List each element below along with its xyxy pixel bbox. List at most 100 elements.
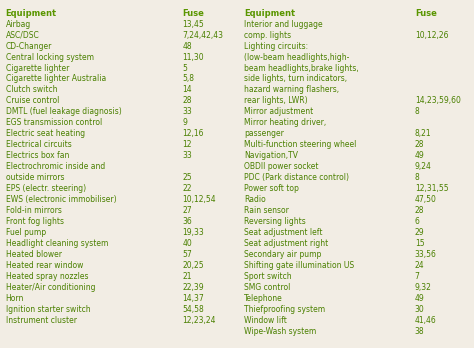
Text: 12: 12 bbox=[182, 140, 192, 149]
Text: 12,16: 12,16 bbox=[182, 129, 204, 138]
Text: 5,8: 5,8 bbox=[182, 74, 194, 84]
Text: Wipe-Wash system: Wipe-Wash system bbox=[244, 326, 316, 335]
Text: Equipment: Equipment bbox=[244, 9, 295, 18]
Text: Horn: Horn bbox=[6, 294, 24, 303]
Text: 57: 57 bbox=[182, 250, 192, 259]
Text: DMTL (fuel leakage diagnosis): DMTL (fuel leakage diagnosis) bbox=[6, 107, 121, 116]
Text: 33: 33 bbox=[182, 107, 192, 116]
Text: 8,21: 8,21 bbox=[415, 129, 431, 138]
Text: Seat adjustment right: Seat adjustment right bbox=[244, 239, 328, 248]
Text: Headlight cleaning system: Headlight cleaning system bbox=[6, 239, 108, 248]
Text: comp. lights: comp. lights bbox=[244, 31, 291, 40]
Text: beam headlights,brake lights,: beam headlights,brake lights, bbox=[244, 63, 359, 72]
Text: PDC (Park distance control): PDC (Park distance control) bbox=[244, 173, 349, 182]
Text: Seat adjustment left: Seat adjustment left bbox=[244, 228, 323, 237]
Text: Rain sensor: Rain sensor bbox=[244, 206, 289, 215]
Text: ASC/DSC: ASC/DSC bbox=[6, 31, 39, 40]
Text: Electrical circuits: Electrical circuits bbox=[6, 140, 72, 149]
Text: rear lights, LWR): rear lights, LWR) bbox=[244, 96, 308, 105]
Text: outside mirrors: outside mirrors bbox=[6, 173, 64, 182]
Text: 21: 21 bbox=[182, 272, 192, 281]
Text: 54,58: 54,58 bbox=[182, 305, 204, 314]
Text: Multi-function steering wheel: Multi-function steering wheel bbox=[244, 140, 356, 149]
Text: 33: 33 bbox=[182, 151, 192, 160]
Text: 8: 8 bbox=[415, 173, 419, 182]
Text: 11,30: 11,30 bbox=[182, 53, 204, 62]
Text: EWS (electronic immobiliser): EWS (electronic immobiliser) bbox=[6, 195, 116, 204]
Text: (low-beam headlights,high-: (low-beam headlights,high- bbox=[244, 53, 349, 62]
Text: 49: 49 bbox=[415, 294, 425, 303]
Text: Airbag: Airbag bbox=[6, 19, 31, 29]
Text: 22: 22 bbox=[182, 184, 192, 193]
Text: 10,12,26: 10,12,26 bbox=[415, 31, 448, 40]
Text: 7: 7 bbox=[415, 272, 419, 281]
Text: 7,24,42,43: 7,24,42,43 bbox=[182, 31, 223, 40]
Text: Heated blower: Heated blower bbox=[6, 250, 62, 259]
Text: Shifting gate illumination US: Shifting gate illumination US bbox=[244, 261, 354, 270]
Text: Front fog lights: Front fog lights bbox=[6, 217, 64, 226]
Text: Thiefproofing system: Thiefproofing system bbox=[244, 305, 325, 314]
Text: Cigarette lighter Australia: Cigarette lighter Australia bbox=[6, 74, 106, 84]
Text: Radio: Radio bbox=[244, 195, 266, 204]
Text: 5: 5 bbox=[182, 63, 187, 72]
Text: Telephone: Telephone bbox=[244, 294, 283, 303]
Text: 12,31,55: 12,31,55 bbox=[415, 184, 448, 193]
Text: side lights, turn indicators,: side lights, turn indicators, bbox=[244, 74, 347, 84]
Text: Fuse: Fuse bbox=[415, 9, 437, 18]
Text: 20,25: 20,25 bbox=[182, 261, 204, 270]
Text: 12,23,24: 12,23,24 bbox=[182, 316, 216, 325]
Text: Interior and luggage: Interior and luggage bbox=[244, 19, 323, 29]
Text: Fold-in mirrors: Fold-in mirrors bbox=[6, 206, 62, 215]
Text: 6: 6 bbox=[415, 217, 419, 226]
Text: 9,24: 9,24 bbox=[415, 162, 432, 171]
Text: passenger: passenger bbox=[244, 129, 284, 138]
Text: Cruise control: Cruise control bbox=[6, 96, 59, 105]
Text: Mirror adjustment: Mirror adjustment bbox=[244, 107, 313, 116]
Text: 22,39: 22,39 bbox=[182, 283, 204, 292]
Text: 14,37: 14,37 bbox=[182, 294, 204, 303]
Text: Central locking system: Central locking system bbox=[6, 53, 94, 62]
Text: Instrument cluster: Instrument cluster bbox=[6, 316, 77, 325]
Text: 13,45: 13,45 bbox=[182, 19, 204, 29]
Text: 24: 24 bbox=[415, 261, 424, 270]
Text: 47,50: 47,50 bbox=[415, 195, 437, 204]
Text: 28: 28 bbox=[182, 96, 192, 105]
Text: CD-Changer: CD-Changer bbox=[6, 42, 52, 50]
Text: Heater/Air conditioning: Heater/Air conditioning bbox=[6, 283, 95, 292]
Text: 48: 48 bbox=[182, 42, 192, 50]
Text: 36: 36 bbox=[182, 217, 192, 226]
Text: Lighting circuits:: Lighting circuits: bbox=[244, 42, 308, 50]
Text: Mirror heating driver,: Mirror heating driver, bbox=[244, 118, 327, 127]
Text: Heated spray nozzles: Heated spray nozzles bbox=[6, 272, 88, 281]
Text: 9: 9 bbox=[182, 118, 187, 127]
Text: Window lift: Window lift bbox=[244, 316, 287, 325]
Text: 27: 27 bbox=[182, 206, 192, 215]
Text: 25: 25 bbox=[182, 173, 192, 182]
Text: Electrics box fan: Electrics box fan bbox=[6, 151, 69, 160]
Text: 30: 30 bbox=[415, 305, 425, 314]
Text: 38: 38 bbox=[415, 326, 424, 335]
Text: Reversing lights: Reversing lights bbox=[244, 217, 306, 226]
Text: 33,56: 33,56 bbox=[415, 250, 437, 259]
Text: Clutch switch: Clutch switch bbox=[6, 86, 57, 94]
Text: 9,32: 9,32 bbox=[415, 283, 432, 292]
Text: 28: 28 bbox=[415, 206, 424, 215]
Text: 28: 28 bbox=[415, 140, 424, 149]
Text: Cigarette lighter: Cigarette lighter bbox=[6, 63, 69, 72]
Text: Electrochromic inside and: Electrochromic inside and bbox=[6, 162, 105, 171]
Text: hazard warning flashers,: hazard warning flashers, bbox=[244, 86, 339, 94]
Text: Fuel pump: Fuel pump bbox=[6, 228, 46, 237]
Text: Electric seat heating: Electric seat heating bbox=[6, 129, 85, 138]
Text: EPS (electr. steering): EPS (electr. steering) bbox=[6, 184, 86, 193]
Text: Fuse: Fuse bbox=[182, 9, 204, 18]
Text: Equipment: Equipment bbox=[6, 9, 57, 18]
Text: Power soft top: Power soft top bbox=[244, 184, 299, 193]
Text: Heated rear window: Heated rear window bbox=[6, 261, 83, 270]
Text: 15: 15 bbox=[415, 239, 424, 248]
Text: Secondary air pump: Secondary air pump bbox=[244, 250, 321, 259]
Text: 40: 40 bbox=[182, 239, 192, 248]
Text: Navigation,TV: Navigation,TV bbox=[244, 151, 298, 160]
Text: Ignition starter switch: Ignition starter switch bbox=[6, 305, 91, 314]
Text: SMG control: SMG control bbox=[244, 283, 291, 292]
Text: 8: 8 bbox=[415, 107, 419, 116]
